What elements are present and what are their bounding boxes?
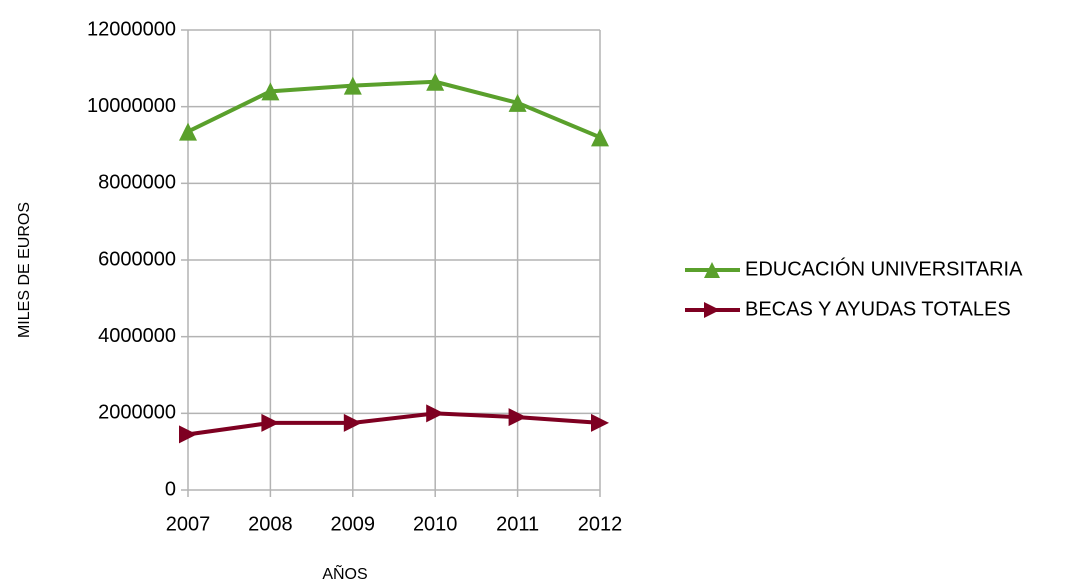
y-tick-label: 10000000 (87, 95, 176, 117)
legend-label: BECAS Y AYUDAS TOTALES (745, 298, 1011, 320)
x-tick-label: 2011 (496, 513, 539, 535)
series-line (187, 411, 601, 437)
point-marker (426, 72, 445, 91)
y-tick-label: 0 (165, 478, 176, 500)
point-marker (179, 425, 197, 444)
x-axis-title: AÑOS (322, 563, 367, 583)
point-marker (343, 413, 362, 432)
point-marker (508, 93, 527, 112)
y-tick-label: 4000000 (98, 325, 176, 347)
y-tick-label: 8000000 (98, 172, 176, 194)
legend-marker (704, 262, 720, 278)
series-line (187, 79, 601, 140)
x-tick-label: 2009 (331, 513, 376, 535)
legend-label: EDUCACIÓN UNIVERSITARIA (745, 257, 1023, 280)
point-marker (508, 408, 527, 427)
x-tick-label: 2008 (248, 513, 293, 535)
y-tick-label: 2000000 (98, 402, 176, 424)
x-tick-label: 2012 (578, 513, 623, 535)
y-tick-label: 6000000 (98, 248, 176, 270)
point-marker (426, 404, 445, 423)
y-axis-title: MILES DE EUROS (16, 202, 33, 338)
point-marker (179, 122, 197, 141)
point-marker (591, 413, 609, 432)
point-marker (261, 413, 280, 432)
x-tick-label: 2007 (166, 513, 211, 535)
point-marker (261, 82, 280, 101)
y-tick-label: 12000000 (87, 18, 176, 40)
legend-marker (704, 302, 720, 318)
point-marker (343, 76, 362, 95)
point-marker (591, 128, 609, 147)
x-tick-label: 2010 (413, 513, 458, 535)
